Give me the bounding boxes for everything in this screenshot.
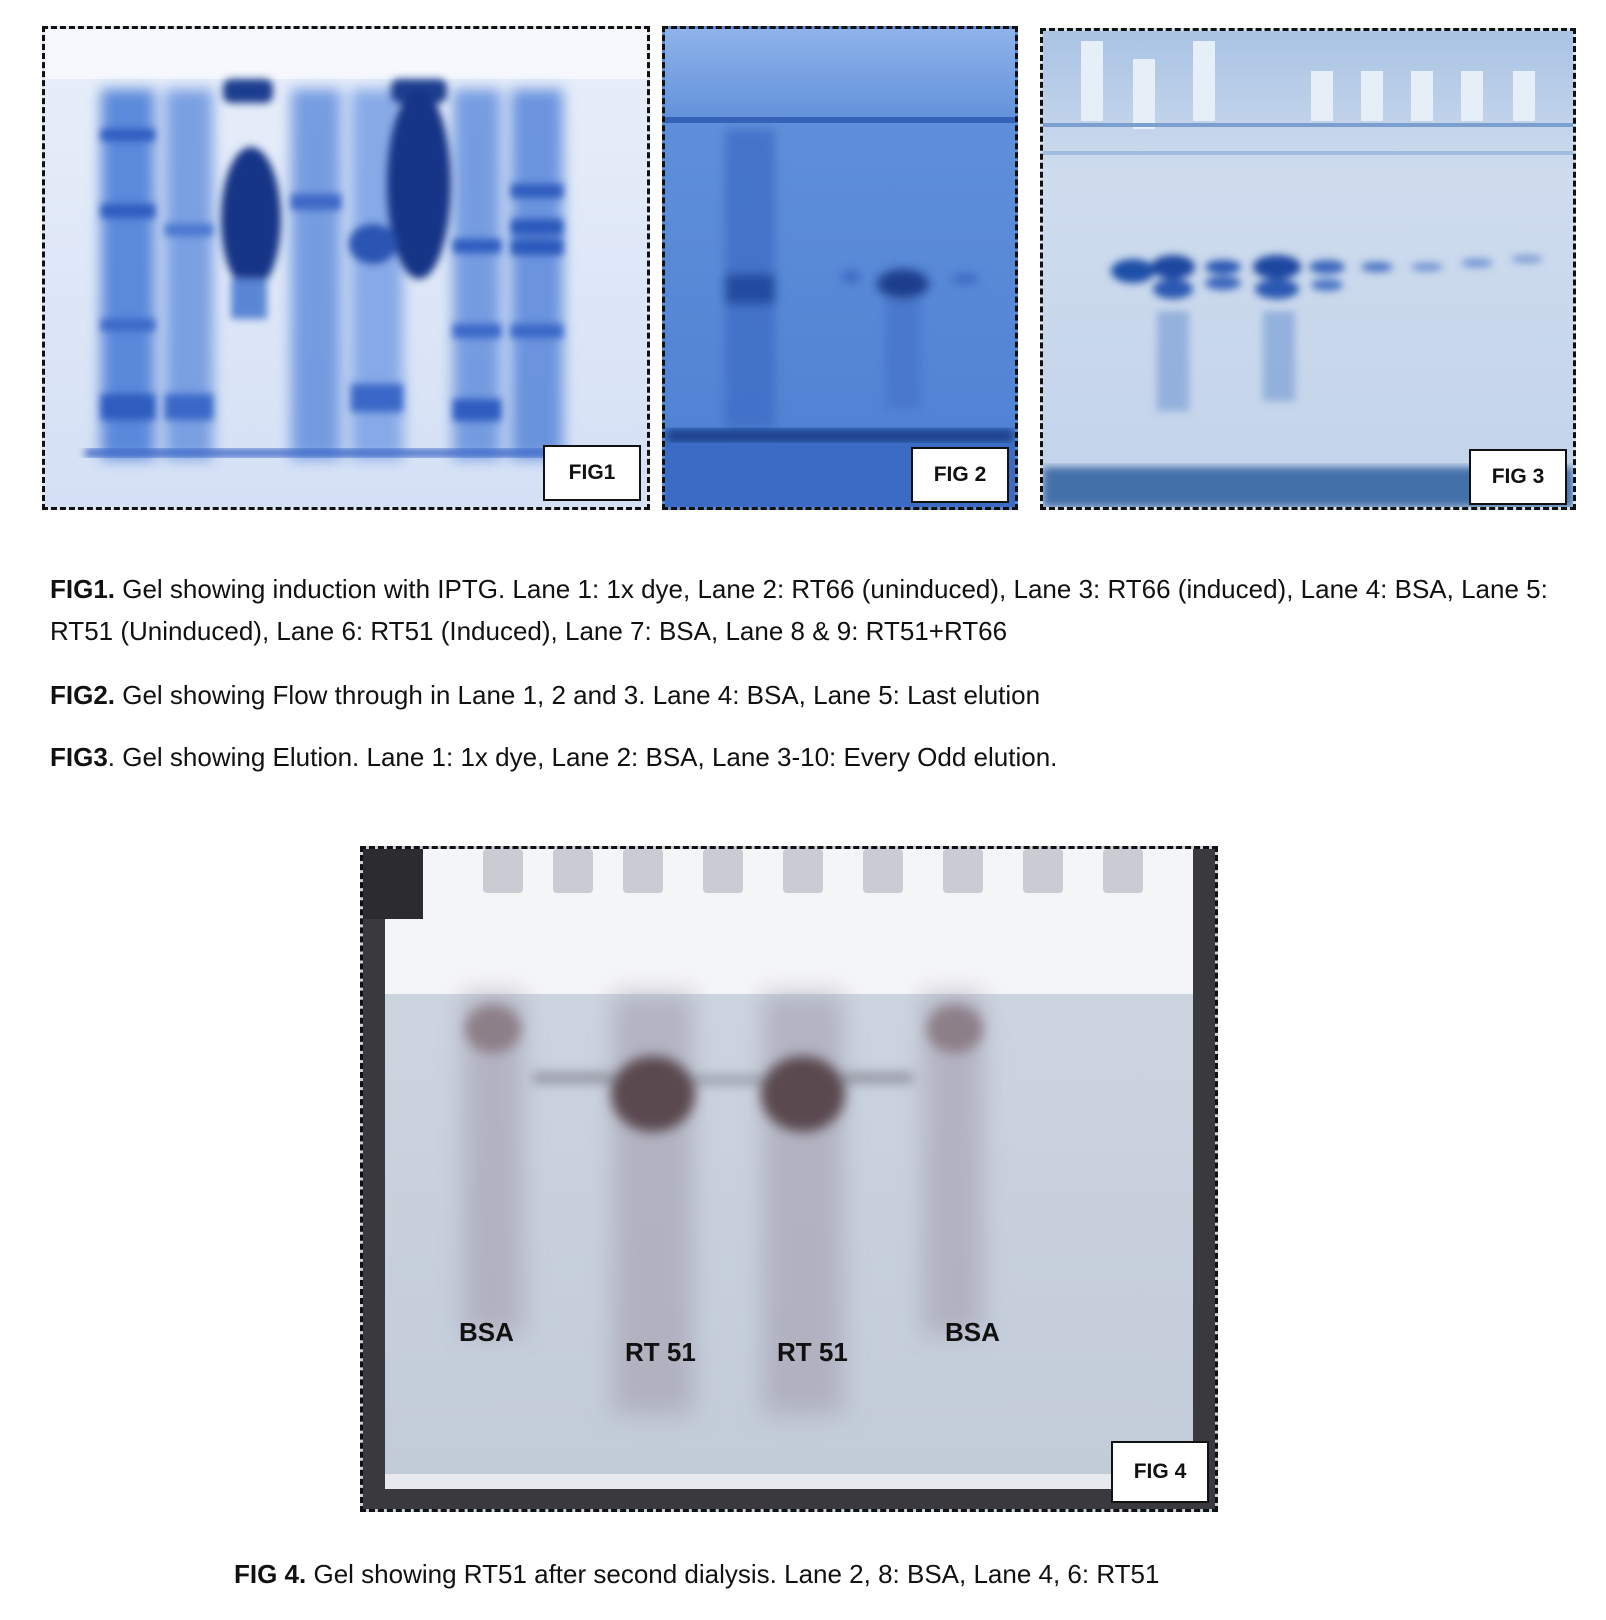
gel-fig1-drawing [45,29,647,507]
lane-label-rt51-left: RT 51 [625,1337,696,1367]
caption-fig4-text: Gel showing RT51 after second dialysis. … [306,1559,1160,1589]
caption-fig4: FIG 4. Gel showing RT51 after second dia… [234,1553,1534,1595]
figure-label-fig2: FIG 2 [911,447,1009,503]
caption-fig1-title: FIG1. [50,574,116,604]
gel-fig3-drawing [1043,31,1573,507]
caption-fig2: FIG2. Gel showing Flow through in Lane 1… [50,674,1570,716]
lane-label-bsa-left: BSA [459,1317,514,1347]
lane-label-rt51-right: RT 51 [777,1337,848,1367]
caption-fig1: FIG1. Gel showing induction with IPTG. L… [50,568,1570,652]
gel-fig4-drawing [363,849,1215,1509]
caption-fig2-text: Gel showing Flow through in Lane 1, 2 an… [115,680,1041,710]
gel-image-fig4: BSA RT 51 RT 51 BSA FIG 4 [360,846,1218,1512]
figure-label-fig3: FIG 3 [1469,449,1567,505]
caption-fig3-title: FIG3 [50,742,108,772]
gel-image-fig2: FIG 2 [662,26,1018,510]
figure-label-fig4: FIG 4 [1111,1441,1209,1503]
caption-fig4-title: FIG 4. [234,1559,307,1589]
caption-fig1-text: Gel showing induction with IPTG. Lane 1:… [50,574,1548,646]
figure-label-fig1: FIG1 [543,445,641,501]
lane-label-bsa-right: BSA [945,1317,1000,1347]
caption-fig3: FIG3. Gel showing Elution. Lane 1: 1x dy… [50,736,1570,778]
caption-fig3-text: . Gel showing Elution. Lane 1: 1x dye, L… [107,742,1058,772]
gel-fig2-drawing [665,29,1015,507]
gel-image-fig3: FIG 3 [1040,28,1576,510]
caption-fig2-title: FIG2. [50,680,116,710]
gel-image-fig1: FIG1 [42,26,650,510]
